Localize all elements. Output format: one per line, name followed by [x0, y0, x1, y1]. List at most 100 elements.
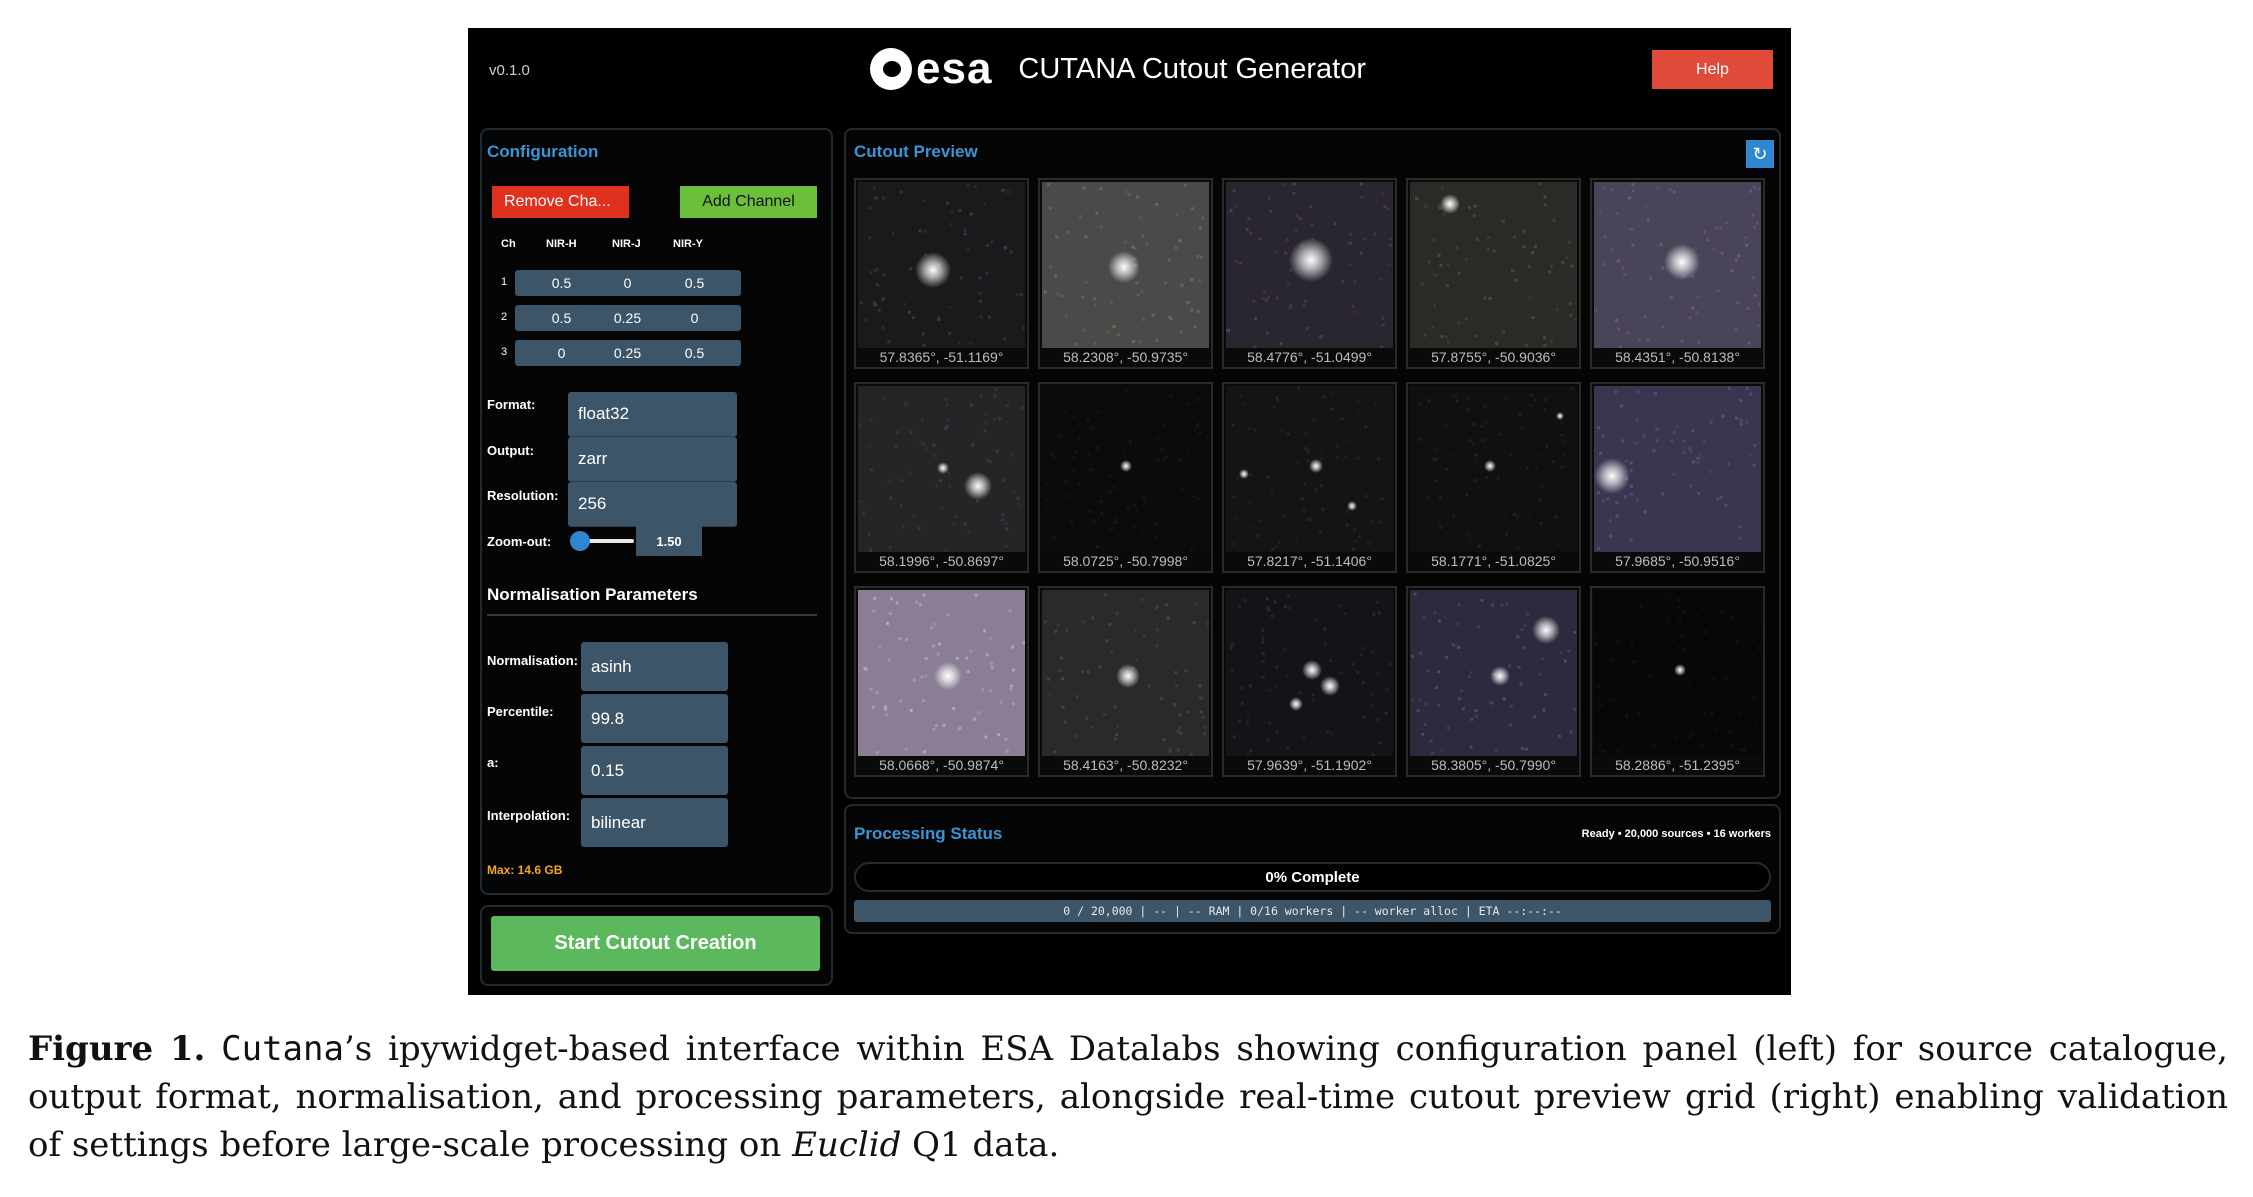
percentile-input[interactable]: 99.8	[581, 694, 728, 743]
version-label: v0.1.0	[489, 62, 530, 79]
channel-row-number: 3	[501, 346, 508, 358]
cutout-coordinates: 57.8365°, -51.1169°	[879, 349, 1004, 365]
cutout-image	[1594, 590, 1761, 756]
cutout-image	[1410, 182, 1577, 348]
processing-status-panel: Processing Status Ready • 20,000 sources…	[844, 804, 1781, 934]
cutout-image	[1594, 182, 1761, 348]
cutout-tile[interactable]: 57.9685°, -50.9516°	[1590, 382, 1765, 573]
channel-row-number: 2	[501, 311, 508, 323]
weight-input[interactable]: 0.5	[648, 270, 741, 296]
zoom-out-slider[interactable]	[570, 531, 634, 551]
cutout-coordinates: 58.0668°, -50.9874°	[879, 757, 1004, 773]
zoom-slider-handle[interactable]	[570, 531, 590, 551]
weight-input[interactable]: 0.5	[648, 340, 741, 366]
normalisation-dropdown[interactable]: asinh	[581, 642, 728, 691]
configuration-heading: Configuration	[487, 142, 599, 161]
cutout-tile[interactable]: 58.4776°, -51.0499°	[1222, 178, 1397, 369]
figure-caption: Figure 1. Cutana’s ipywidget-based inter…	[28, 1025, 2228, 1169]
processing-stats: 0 / 20,000 | -- | -- RAM | 0/16 workers …	[854, 900, 1771, 922]
esa-logo-text: esa	[916, 44, 993, 93]
cutana-app-screenshot: v0.1.0 esa CUTANA Cutout Generator Help …	[468, 28, 1791, 995]
start-cutout-creation-button[interactable]: Start Cutout Creation	[491, 916, 820, 971]
remove-channel-button[interactable]: Remove Cha...	[492, 186, 629, 218]
percentile-label: Percentile:	[487, 704, 554, 719]
processing-status-heading: Processing Status	[854, 824, 1003, 843]
figure-label: Figure 1.	[28, 1029, 206, 1069]
column-header-nir-h: NIR-H	[546, 238, 577, 250]
cutout-coordinates: 57.9685°, -50.9516°	[1615, 553, 1740, 569]
cutout-preview-heading: Cutout Preview	[854, 142, 978, 161]
normalisation-heading: Normalisation Parameters	[487, 585, 698, 604]
cutout-tile[interactable]: 58.4163°, -50.8232°	[1038, 586, 1213, 777]
column-header-nir-j: NIR-J	[612, 238, 641, 250]
cutout-coordinates: 57.8217°, -51.1406°	[1247, 553, 1372, 569]
cutout-image	[1226, 386, 1393, 552]
cutout-image	[858, 386, 1025, 552]
cutout-preview-panel: Cutout Preview ↻ 57.8365°, -51.1169° 58.2…	[844, 128, 1781, 799]
cutout-coordinates: 57.8755°, -50.9036°	[1431, 349, 1556, 365]
normalisation-label: Normalisation:	[487, 653, 579, 668]
zoom-out-value[interactable]: 1.50	[636, 526, 702, 556]
weight-input[interactable]: 0	[648, 305, 741, 331]
a-input[interactable]: 0.15	[581, 746, 728, 795]
cutout-coordinates: 57.9639°, -51.1902°	[1247, 757, 1372, 773]
cutout-image	[1410, 590, 1577, 756]
cutout-tile[interactable]: 57.8217°, -51.1406°	[1222, 382, 1397, 573]
caption-text-end: Q1 data.	[901, 1125, 1060, 1165]
column-header-nir-y: NIR-Y	[673, 238, 703, 250]
channel-column-header: Ch	[501, 238, 516, 250]
channel-row-number: 1	[501, 276, 508, 288]
add-channel-button[interactable]: Add Channel	[680, 186, 817, 218]
cutout-tile[interactable]: 57.8365°, -51.1169°	[854, 178, 1029, 369]
resolution-label: Resolution:	[487, 488, 559, 503]
progress-text: 0% Complete	[1265, 868, 1360, 886]
cutout-tile[interactable]: 58.4351°, -50.8138°	[1590, 178, 1765, 369]
cutout-tile[interactable]: 58.1771°, -51.0825°	[1406, 382, 1581, 573]
cutout-coordinates: 58.2886°, -51.2395°	[1615, 757, 1740, 773]
format-dropdown[interactable]: float32	[568, 392, 737, 437]
cutout-tile[interactable]: 58.2886°, -51.2395°	[1590, 586, 1765, 777]
mission-name: Euclid	[792, 1125, 902, 1165]
esa-logo: esa	[870, 44, 992, 94]
progress-bar: 0% Complete	[854, 862, 1771, 892]
cutout-coordinates: 58.3805°, -50.7990°	[1431, 757, 1556, 773]
cutout-coordinates: 58.4776°, -51.0499°	[1247, 349, 1372, 365]
output-dropdown[interactable]: zarr	[568, 437, 737, 482]
cutout-image	[858, 590, 1025, 756]
cutout-tile[interactable]: 58.3805°, -50.7990°	[1406, 586, 1581, 777]
cutout-image	[1042, 590, 1209, 756]
interpolation-dropdown[interactable]: bilinear	[581, 798, 728, 847]
cutout-image	[1410, 386, 1577, 552]
cutout-tile[interactable]: 57.8755°, -50.9036°	[1406, 178, 1581, 369]
format-label: Format:	[487, 397, 536, 412]
start-panel: Start Cutout Creation	[480, 905, 833, 986]
cutout-tile[interactable]: 58.1996°, -50.8697°	[854, 382, 1029, 573]
esa-logo-mark-icon	[870, 48, 912, 90]
cutout-tile[interactable]: 58.2308°, -50.9735°	[1038, 178, 1213, 369]
cutout-coordinates: 58.1771°, -51.0825°	[1431, 553, 1556, 569]
cutout-coordinates: 58.1996°, -50.8697°	[879, 553, 1004, 569]
cutout-image	[1042, 182, 1209, 348]
cutout-coordinates: 58.0725°, -50.7998°	[1063, 553, 1188, 569]
cutout-coordinates: 58.2308°, -50.9735°	[1063, 349, 1188, 365]
refresh-icon[interactable]: ↻	[1746, 140, 1774, 168]
cutout-tile[interactable]: 58.0668°, -50.9874°	[854, 586, 1029, 777]
max-memory-warning: Max: 14.6 GB	[487, 863, 563, 877]
output-label: Output:	[487, 443, 534, 458]
app-title: CUTANA Cutout Generator	[1018, 52, 1367, 85]
cutout-image	[858, 182, 1025, 348]
configuration-panel: Configuration Remove Cha... Add Channel …	[480, 128, 833, 895]
interpolation-label: Interpolation:	[487, 808, 571, 823]
cutout-image	[1042, 386, 1209, 552]
caption-text: ’s ipywidget-based interface within ESA …	[28, 1029, 2228, 1165]
help-button[interactable]: Help	[1652, 50, 1773, 89]
cutout-coordinates: 58.4351°, -50.8138°	[1615, 349, 1740, 365]
section-divider	[487, 614, 817, 616]
header-brand: esa CUTANA Cutout Generator	[870, 40, 1366, 98]
cutout-tile[interactable]: 57.9639°, -51.1902°	[1222, 586, 1397, 777]
zoom-out-label: Zoom-out:	[487, 534, 552, 549]
tool-name: Cutana	[221, 1029, 344, 1069]
resolution-dropdown[interactable]: 256	[568, 482, 737, 527]
cutout-tile[interactable]: 58.0725°, -50.7998°	[1038, 382, 1213, 573]
a-label: a:	[487, 755, 499, 770]
